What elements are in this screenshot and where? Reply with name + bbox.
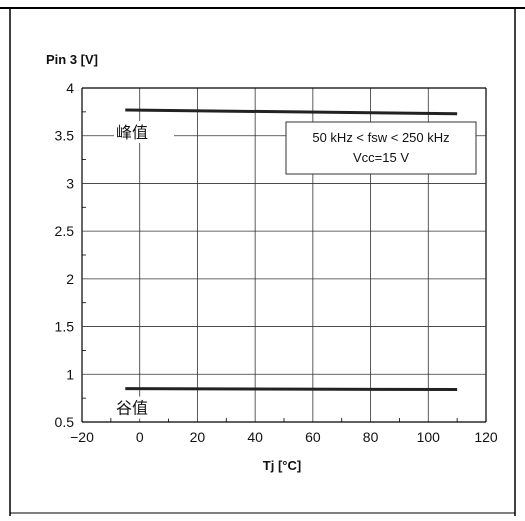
x-tick-label: 0 xyxy=(136,429,144,445)
series-label-peak: 峰值 xyxy=(116,123,148,142)
y-tick-label: 3 xyxy=(66,175,74,191)
peak-label-backing xyxy=(114,120,174,143)
y-tick-label: 4 xyxy=(66,80,74,96)
x-axis-label: Tj [°C] xyxy=(263,458,301,473)
y-tick-label: 2.5 xyxy=(55,223,75,239)
x-tick-label: 80 xyxy=(363,429,379,445)
x-tick-label: 20 xyxy=(190,429,206,445)
annotation-frame xyxy=(285,121,477,175)
y-axis-label: Pin 3 [V] xyxy=(46,52,98,67)
x-tick-label: 120 xyxy=(474,429,498,445)
annotation-line-1: 50 kHz < fsw < 250 kHz xyxy=(312,130,449,145)
y-tick-label: 0.5 xyxy=(55,414,75,430)
annotation-line-2: Vcc=15 V xyxy=(353,150,409,165)
series-line-valley xyxy=(125,387,458,392)
x-tick-label: −20 xyxy=(70,429,94,445)
x-tick-label: 100 xyxy=(417,429,441,445)
y-tick-label: 3.5 xyxy=(55,128,75,144)
x-tick-label: 40 xyxy=(247,429,263,445)
valley-label-backing xyxy=(114,396,174,419)
tick-labels: −20 0 20 40 60 80 100 120 0.5 1 1.5 2 2.5 3 3.5 4 xyxy=(55,80,498,445)
series-label-valley: 谷值 xyxy=(116,399,148,418)
annotation-box: 50 kHz < fsw < 250 kHz Vcc=15 V xyxy=(285,121,477,175)
y-tick-label: 1 xyxy=(66,366,74,382)
y-tick-label: 1.5 xyxy=(55,319,75,335)
series-line-peak xyxy=(125,108,458,116)
y-tick-label: 2 xyxy=(66,271,74,287)
x-tick-label: 60 xyxy=(305,429,321,445)
